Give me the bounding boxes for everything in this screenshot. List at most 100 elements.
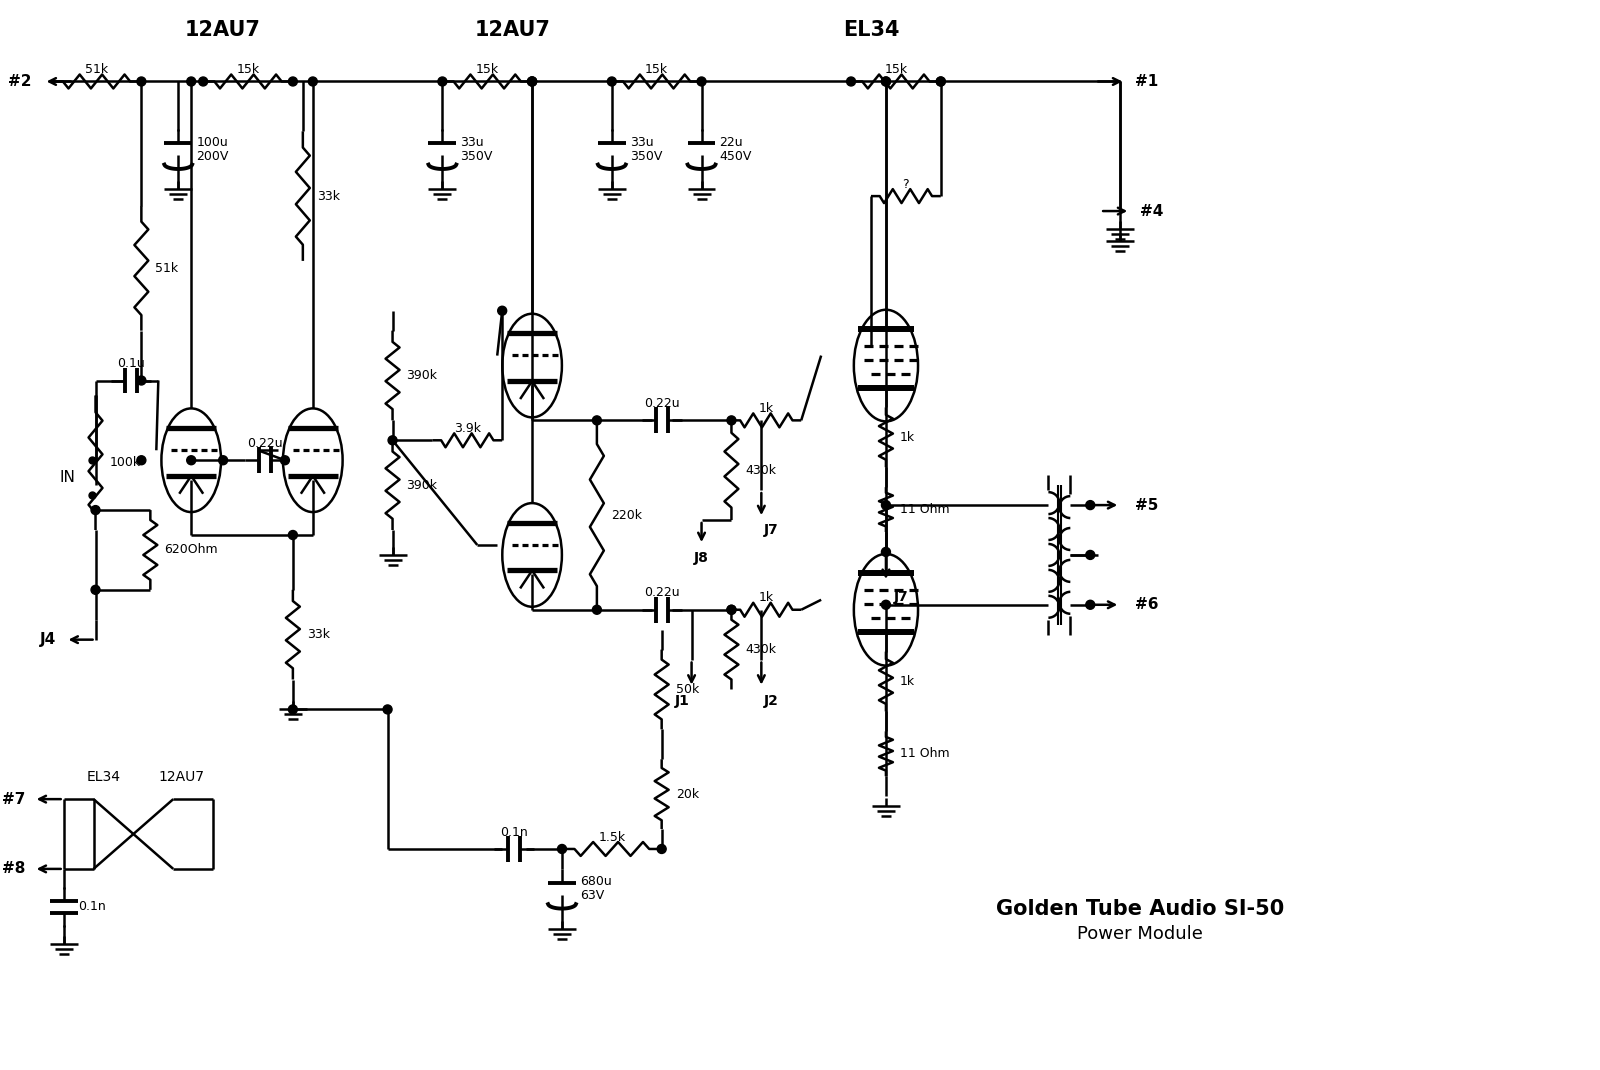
Circle shape <box>288 705 298 714</box>
Text: 1k: 1k <box>899 675 915 688</box>
Text: 12AU7: 12AU7 <box>474 19 550 40</box>
Text: 430k: 430k <box>746 463 776 477</box>
Text: 1k: 1k <box>758 592 774 605</box>
Circle shape <box>219 456 227 464</box>
Text: 0.1u: 0.1u <box>117 357 146 370</box>
Circle shape <box>936 77 946 86</box>
Text: 0.22u: 0.22u <box>643 586 680 599</box>
Text: 680u: 680u <box>579 875 611 888</box>
Circle shape <box>138 456 146 464</box>
Text: 11 Ohm: 11 Ohm <box>899 503 949 516</box>
Text: 15k: 15k <box>237 63 259 76</box>
Circle shape <box>528 77 536 86</box>
Circle shape <box>187 456 195 464</box>
Circle shape <box>592 606 602 614</box>
Text: 3.9k: 3.9k <box>454 422 482 434</box>
Text: 390k: 390k <box>406 369 437 382</box>
Text: Golden Tube Audio SI-50: Golden Tube Audio SI-50 <box>995 899 1285 919</box>
Text: 22u: 22u <box>720 136 742 149</box>
Circle shape <box>438 77 446 86</box>
Circle shape <box>288 531 298 539</box>
Circle shape <box>882 548 891 556</box>
Text: Power Module: Power Module <box>1077 924 1203 943</box>
Text: 1k: 1k <box>899 431 915 444</box>
Text: 15k: 15k <box>885 63 907 76</box>
Text: 0.1n: 0.1n <box>78 900 106 914</box>
Circle shape <box>726 416 736 425</box>
Circle shape <box>936 77 946 86</box>
Circle shape <box>198 77 208 86</box>
Text: #6: #6 <box>1134 597 1158 612</box>
Text: 33u: 33u <box>630 136 653 149</box>
Text: 15k: 15k <box>645 63 669 76</box>
Text: 20k: 20k <box>675 788 699 800</box>
Text: 430k: 430k <box>746 643 776 656</box>
Text: 33u: 33u <box>461 136 483 149</box>
Text: 100u: 100u <box>197 136 227 149</box>
Circle shape <box>1086 501 1094 509</box>
Text: 1.5k: 1.5k <box>598 830 626 843</box>
Circle shape <box>557 844 566 854</box>
Circle shape <box>608 77 616 86</box>
Text: 450V: 450V <box>720 150 752 163</box>
Text: #2: #2 <box>8 74 32 89</box>
Circle shape <box>288 77 298 86</box>
Text: ?: ? <box>902 178 909 190</box>
Text: J2: J2 <box>763 694 778 708</box>
Text: #8: #8 <box>2 861 26 876</box>
Text: 15k: 15k <box>475 63 499 76</box>
Circle shape <box>592 416 602 425</box>
Circle shape <box>91 585 101 594</box>
Circle shape <box>280 456 290 464</box>
Circle shape <box>698 77 706 86</box>
Text: J1: J1 <box>675 694 690 708</box>
Circle shape <box>658 844 666 854</box>
Circle shape <box>91 506 101 515</box>
Circle shape <box>187 77 195 86</box>
Text: J7: J7 <box>894 590 909 603</box>
Text: 620Ohm: 620Ohm <box>165 544 218 556</box>
Text: 12AU7: 12AU7 <box>186 19 261 40</box>
Text: 0.22u: 0.22u <box>246 437 283 449</box>
Text: 220k: 220k <box>611 508 642 521</box>
Text: 33k: 33k <box>317 189 339 202</box>
Circle shape <box>528 77 536 86</box>
Text: 0.22u: 0.22u <box>643 397 680 410</box>
Circle shape <box>882 77 891 86</box>
Text: EL34: EL34 <box>843 19 899 40</box>
Text: 100k: 100k <box>109 456 141 470</box>
Text: 63V: 63V <box>579 889 605 902</box>
Text: 50k: 50k <box>675 683 699 696</box>
Circle shape <box>528 77 536 86</box>
Text: J7: J7 <box>763 523 778 537</box>
Text: 51k: 51k <box>155 262 179 275</box>
Text: 0.1n: 0.1n <box>501 826 528 839</box>
Circle shape <box>882 600 891 609</box>
Text: #7: #7 <box>2 792 26 807</box>
Text: 11 Ohm: 11 Ohm <box>899 747 949 761</box>
Text: 350V: 350V <box>630 150 662 163</box>
Text: 1k: 1k <box>758 402 774 415</box>
Circle shape <box>382 705 392 714</box>
Text: 390k: 390k <box>406 478 437 491</box>
Text: #5: #5 <box>1134 498 1158 513</box>
Circle shape <box>138 376 146 385</box>
Circle shape <box>498 306 507 316</box>
Text: J8: J8 <box>694 551 709 565</box>
Text: 200V: 200V <box>197 150 229 163</box>
Text: J4: J4 <box>40 632 56 647</box>
Text: EL34: EL34 <box>86 770 120 784</box>
Circle shape <box>138 77 146 86</box>
Text: 350V: 350V <box>461 150 493 163</box>
Text: 51k: 51k <box>85 63 109 76</box>
Circle shape <box>1086 550 1094 560</box>
Circle shape <box>389 435 397 445</box>
Text: 12AU7: 12AU7 <box>158 770 205 784</box>
Text: #4: #4 <box>1141 203 1163 218</box>
Circle shape <box>882 77 891 86</box>
Text: #1: #1 <box>1134 74 1158 89</box>
Circle shape <box>1086 600 1094 609</box>
Circle shape <box>726 606 736 614</box>
Circle shape <box>846 77 856 86</box>
Circle shape <box>882 501 891 509</box>
